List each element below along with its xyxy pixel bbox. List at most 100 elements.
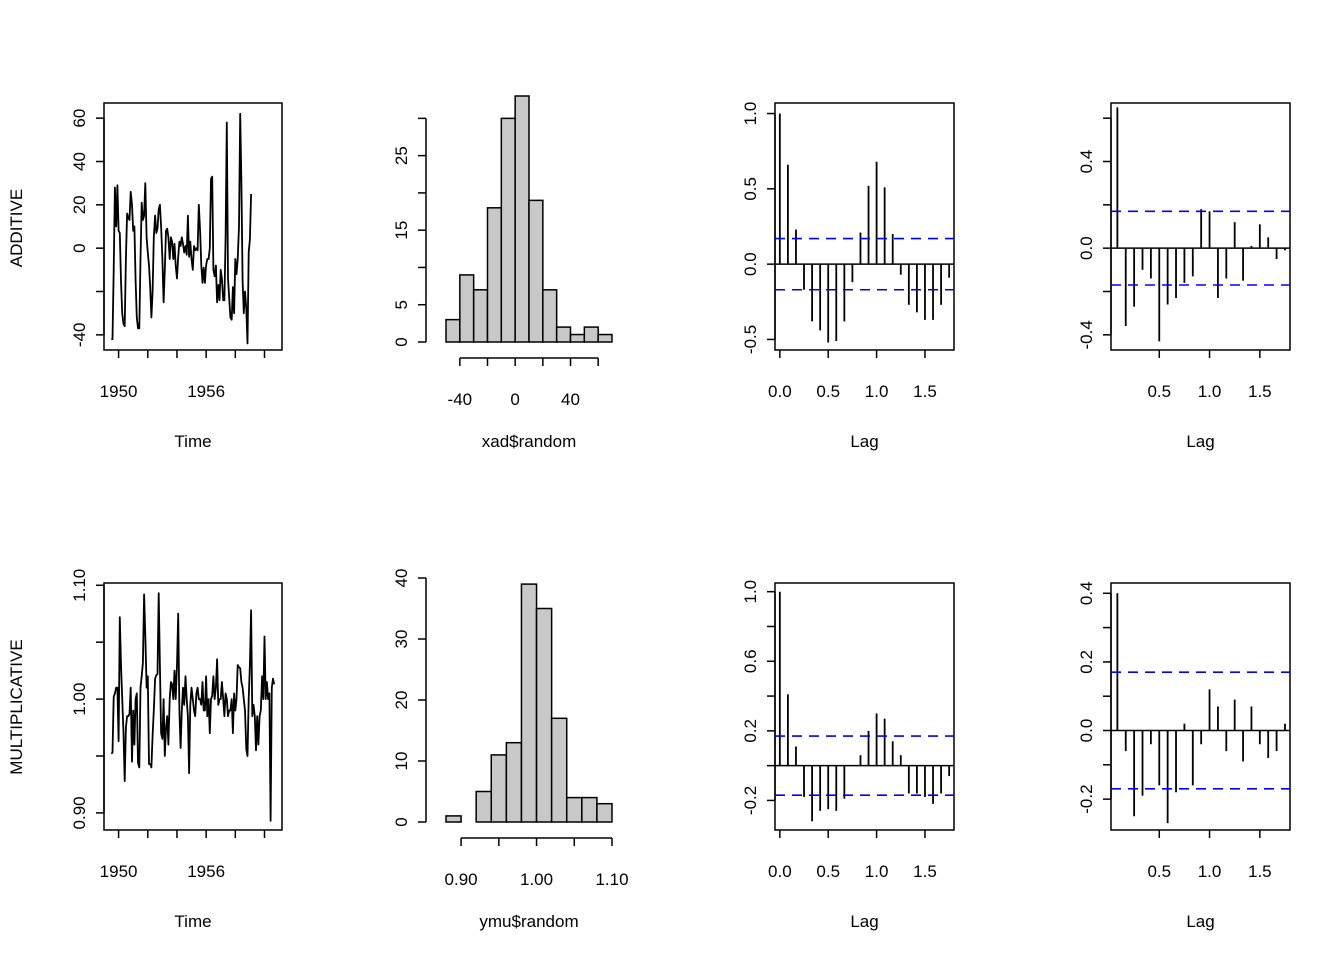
histogram-bar (514, 95, 530, 343)
histogram-bar (542, 289, 558, 343)
x-tick-label: 1.0 (865, 862, 889, 881)
multiplicative-pacf-panel: -0.2 0.0 0.2 0.4 0.5 1.0 1.5 Lag (1077, 581, 1291, 931)
x-axis-label: Time (174, 432, 211, 451)
histogram-bar (565, 796, 583, 823)
multiplicative-histogram-panel: 0 10 20 30 40 0.90 1.00 1.10 ymu$random (392, 569, 629, 931)
histogram-bar (535, 607, 553, 823)
multiplicative-timeseries-panel: 0.90 1.00 1.10 1950 1956 Time (70, 569, 283, 931)
y-tick-label: 5 (392, 300, 411, 309)
y-tick-label: 10 (392, 752, 411, 771)
histogram-bar (528, 199, 544, 343)
y-tick-label: 0.6 (741, 649, 760, 673)
y-tick-label: 0.5 (741, 177, 760, 201)
histogram-bar (445, 318, 461, 343)
x-tick-label: 1.10 (595, 870, 628, 889)
y-tick-label: 0.4 (1077, 150, 1096, 174)
series-line (110, 592, 276, 822)
y-tick-label: 1.0 (741, 102, 760, 126)
x-tick-label: 0.0 (768, 862, 792, 881)
histogram-bar (490, 754, 508, 823)
y-tick-label: -0.5 (741, 325, 760, 354)
y-tick-label: 0 (392, 817, 411, 826)
y-tick-label: 1.10 (70, 569, 89, 602)
histogram-bar (597, 333, 613, 343)
histogram-bar (500, 117, 516, 343)
histogram-bar (459, 274, 475, 343)
y-tick-label: 0 (70, 243, 89, 252)
row-label-multiplicative: MULTIPLICATIVE (7, 639, 26, 774)
histogram-bar (583, 326, 599, 343)
y-tick-label: -0.2 (741, 786, 760, 815)
histogram-bar (581, 796, 598, 823)
y-tick-label: 0.4 (1077, 581, 1096, 605)
x-tick-label: 0.5 (816, 382, 840, 401)
y-tick-label: 40 (392, 569, 411, 588)
x-tick-label: 1.00 (520, 870, 553, 889)
histogram-bar (475, 790, 493, 823)
histogram-bar (445, 815, 462, 823)
x-tick-label: 1.5 (1248, 862, 1272, 881)
x-axis-label: Lag (1186, 912, 1214, 931)
additive-acf-panel: -0.5 0.0 0.5 1.0 0.0 0.5 1.0 1.5 Lag (741, 102, 955, 451)
y-tick-label: 0.0 (1077, 719, 1096, 743)
y-tick-label: 20 (392, 691, 411, 710)
x-axis-label: xad$random (482, 432, 577, 451)
histogram-bar (555, 326, 572, 343)
y-tick-label: 0.0 (741, 252, 760, 276)
x-tick-label: 0.5 (816, 862, 840, 881)
x-tick-label: 1956 (187, 862, 225, 881)
x-tick-label: 1956 (187, 382, 225, 401)
y-tick-label: 30 (392, 630, 411, 649)
y-tick-label: 0 (392, 337, 411, 346)
x-tick-label: 40 (561, 390, 580, 409)
x-axis-label: Time (174, 912, 211, 931)
x-tick-label: 1.0 (1198, 862, 1222, 881)
x-tick-label: 0.5 (1147, 382, 1171, 401)
additive-pacf-panel: -0.4 0.0 0.4 0.5 1.0 1.5 Lag (1077, 102, 1291, 451)
x-tick-label: 1.5 (913, 862, 937, 881)
panels: -40 0 20 40 60 1950 1956 Time 0 5 15 25 -40 0 40 xad$ra… (70, 95, 1291, 931)
y-tick-label: 1.0 (741, 580, 760, 604)
y-tick-label: 20 (70, 195, 89, 214)
multiplicative-acf-panel: -0.2 0.2 0.6 1.0 0.0 0.5 1.0 1.5 Lag (741, 580, 955, 931)
x-tick-label: 0.90 (445, 870, 478, 889)
histogram-bar (505, 741, 523, 823)
x-tick-label: 0 (510, 390, 519, 409)
x-tick-label: 1.5 (1248, 382, 1272, 401)
histogram-bar (550, 717, 568, 823)
histogram-bar (486, 207, 503, 343)
y-tick-label: 40 (70, 152, 89, 171)
histogram-bar (569, 333, 586, 343)
y-tick-label: 0.0 (1077, 236, 1096, 260)
row-label-additive: ADDITIVE (7, 189, 26, 267)
x-tick-label: 0.0 (768, 382, 792, 401)
histogram-bar (472, 289, 489, 343)
x-tick-label: 1.0 (1198, 382, 1222, 401)
series-line (111, 112, 252, 345)
x-tick-label: 1950 (100, 862, 138, 881)
y-tick-label: -40 (70, 323, 89, 348)
y-tick-label: 25 (392, 146, 411, 165)
x-tick-label: 1.5 (913, 382, 937, 401)
x-axis-label: ymu$random (479, 912, 578, 931)
x-axis-label: Lag (1186, 432, 1214, 451)
x-tick-label: 0.5 (1147, 862, 1171, 881)
x-tick-label: 1950 (100, 382, 138, 401)
additive-timeseries-panel: -40 0 20 40 60 1950 1956 Time (70, 102, 283, 451)
y-tick-label: 0.90 (70, 796, 89, 829)
histogram-bar (520, 583, 538, 823)
additive-histogram-panel: 0 5 15 25 -40 0 40 xad$random (392, 95, 613, 451)
x-tick-label: -40 (448, 390, 473, 409)
y-tick-label: 1.00 (70, 683, 89, 716)
histogram-bar (596, 802, 613, 823)
y-tick-label: 60 (70, 109, 89, 128)
y-tick-label: 0.2 (741, 719, 760, 743)
x-axis-label: Lag (850, 912, 878, 931)
y-tick-label: -0.4 (1077, 320, 1096, 349)
x-tick-label: 1.0 (865, 382, 889, 401)
x-axis-label: Lag (850, 432, 878, 451)
y-tick-label: -0.2 (1077, 784, 1096, 813)
y-tick-label: 0.2 (1077, 650, 1096, 674)
